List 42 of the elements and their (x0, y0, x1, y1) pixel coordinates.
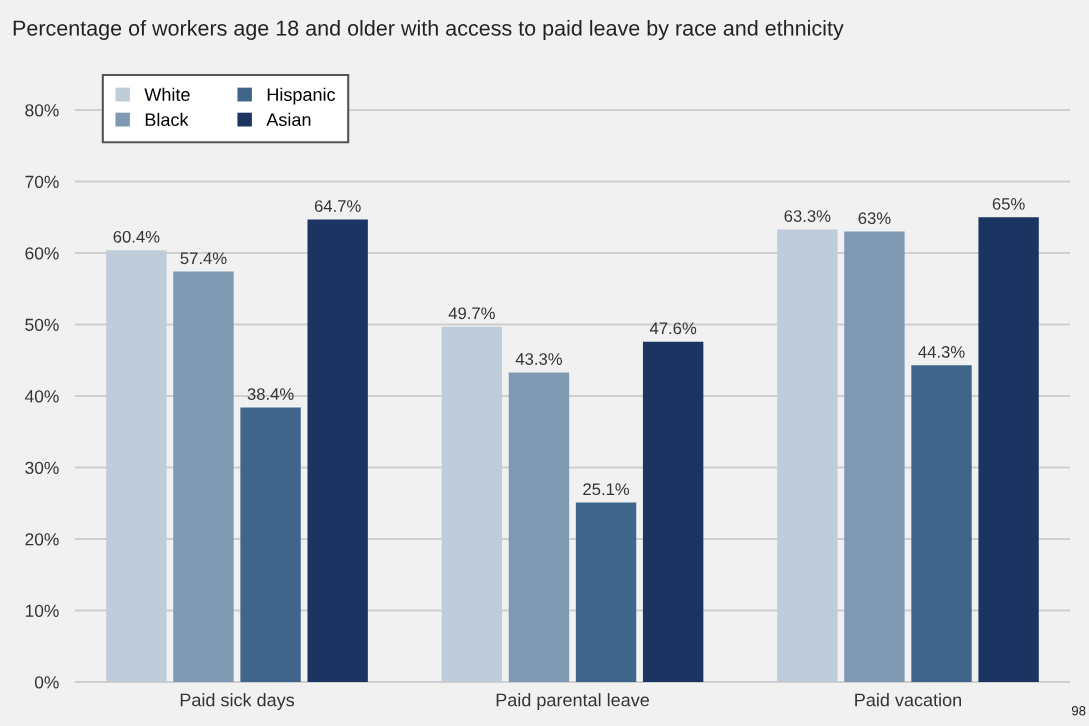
y-tick-label: 70% (25, 175, 59, 188)
data-label: 44.3% (918, 345, 965, 358)
bar (777, 229, 838, 682)
bar (844, 231, 905, 682)
legend-label: White (144, 87, 190, 101)
data-label: 57.4% (180, 252, 227, 265)
data-label: 63.3% (784, 210, 831, 222)
bar (508, 372, 570, 682)
data-label: 43.3% (515, 353, 562, 365)
data-label: 49.7% (448, 307, 495, 320)
y-tick-label: 80% (25, 104, 59, 117)
x-tick-label: Paid sick days (180, 693, 295, 710)
bar (307, 219, 368, 682)
bar (642, 341, 704, 682)
data-label: 65% (992, 197, 1025, 210)
y-tick-label: 20% (25, 533, 59, 546)
y-tick-label: 60% (25, 247, 59, 260)
bar (441, 326, 503, 682)
data-label: 64.7% (314, 200, 361, 212)
y-tick-label: 50% (25, 318, 59, 331)
data-label: 63% (858, 212, 891, 225)
x-tick-label: Paid vacation (855, 693, 962, 707)
data-label: 47.6% (649, 322, 697, 335)
bar (978, 217, 1039, 682)
bar (240, 407, 301, 682)
bar (173, 271, 234, 682)
legend-label: Black (145, 112, 189, 127)
x-tick-label: Paid parental leave (496, 693, 649, 710)
y-tick-label: 0% (34, 676, 59, 689)
y-tick-label: 10% (25, 604, 59, 617)
bar (575, 502, 637, 682)
data-label: 38.4% (247, 388, 294, 400)
bar (911, 365, 972, 682)
data-label: 60.4% (113, 230, 160, 243)
y-tick-label: 40% (24, 390, 59, 403)
y-tick-label: 30% (25, 461, 59, 474)
bar (106, 250, 167, 682)
legend-label: Hispanic (267, 87, 336, 105)
text: 98 (1071, 706, 1086, 716)
chart-title: Percentage of workers age 18 and older with access to paid leave by race and ethnicity (13, 19, 844, 41)
legend-label: Asian (266, 112, 311, 127)
data-label: 25.1% (583, 483, 630, 496)
